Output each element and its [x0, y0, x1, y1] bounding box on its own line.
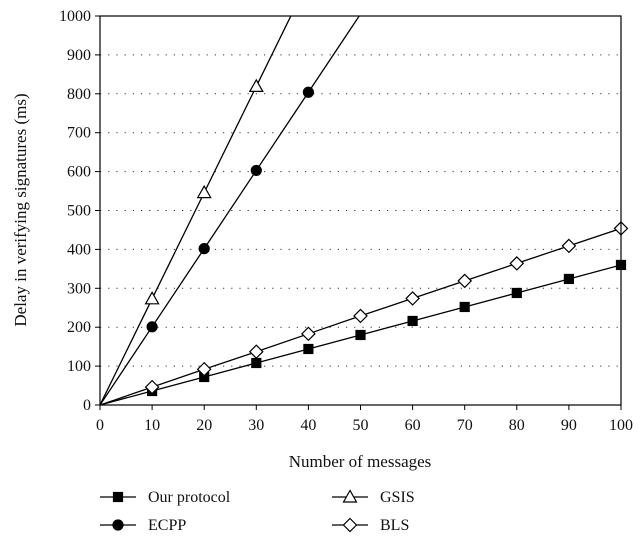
x-axis-label: Number of messages — [289, 452, 432, 471]
series-line-ecpp — [100, 16, 360, 405]
point-our-protocol — [251, 357, 262, 369]
marker-layer — [144, 78, 629, 397]
point-bls — [561, 238, 577, 254]
y-tick-label: 500 — [67, 203, 91, 220]
y-tick-label: 1000 — [59, 8, 91, 25]
point-gsis — [248, 78, 264, 93]
point-bls — [196, 361, 212, 377]
x-tick-label: 50 — [353, 417, 369, 434]
y-tick-label: 200 — [67, 319, 91, 336]
point-ecpp — [302, 86, 314, 98]
legend: Our protocol ECPP GSIS BLS — [100, 489, 415, 534]
x-axis: 0 10 20 30 40 50 60 70 80 90 100 — [96, 405, 633, 434]
legend-marker-bls — [342, 517, 358, 533]
point-ecpp — [146, 321, 158, 333]
point-gsis — [144, 291, 160, 305]
legend-item-bls: BLS — [332, 517, 409, 534]
point-our-protocol — [355, 329, 366, 341]
point-bls — [248, 344, 264, 360]
point-bls — [405, 291, 420, 306]
point-bls — [509, 256, 525, 271]
y-tick-label: 900 — [67, 47, 91, 64]
point-ecpp — [198, 243, 210, 255]
series-layer — [100, 16, 621, 405]
point-bls — [301, 326, 316, 342]
point-ecpp — [250, 164, 262, 177]
point-bls — [353, 308, 368, 324]
y-tick-label: 800 — [67, 86, 91, 103]
point-bls — [144, 379, 160, 395]
x-tick-label: 60 — [405, 417, 421, 434]
y-tick-label: 400 — [67, 241, 91, 258]
point-bls — [457, 273, 473, 289]
legend-marker-gsis — [342, 489, 358, 503]
y-tick-label: 100 — [67, 358, 91, 375]
x-tick-label: 30 — [248, 417, 264, 434]
legend-marker-our-protocol — [112, 491, 124, 503]
y-tick-label: 700 — [67, 125, 91, 142]
legend-label: BLS — [380, 517, 409, 534]
x-tick-label: 40 — [300, 417, 316, 434]
y-tick-label: 300 — [67, 280, 91, 297]
point-our-protocol — [407, 315, 418, 327]
point-our-protocol — [563, 273, 575, 285]
point-our-protocol — [303, 343, 314, 355]
legend-item-ecpp: ECPP — [100, 517, 186, 534]
x-tick-label: 20 — [196, 417, 212, 434]
legend-marker-ecpp — [112, 519, 124, 531]
legend-label: GSIS — [380, 489, 415, 506]
x-tick-label: 80 — [509, 417, 525, 434]
y-tick-label: 0 — [83, 397, 91, 414]
x-tick-label: 70 — [457, 417, 473, 434]
y-axis-label: Delay in verifying signatures (ms) — [11, 93, 30, 326]
y-tick-label: 600 — [67, 164, 91, 181]
x-tick-label: 100 — [609, 417, 633, 434]
legend-item-our-protocol: Our protocol — [100, 489, 231, 506]
point-our-protocol — [459, 301, 470, 313]
y-axis: 0 100 200 300 400 500 600 700 800 900 1000 — [59, 8, 100, 414]
x-tick-label: 10 — [144, 417, 160, 434]
legend-item-gsis: GSIS — [332, 489, 415, 506]
x-tick-label: 0 — [96, 417, 104, 434]
legend-label: Our protocol — [148, 489, 231, 506]
x-tick-label: 90 — [561, 417, 577, 434]
legend-label: ECPP — [148, 517, 186, 534]
point-our-protocol — [511, 287, 522, 299]
point-gsis — [196, 184, 212, 199]
